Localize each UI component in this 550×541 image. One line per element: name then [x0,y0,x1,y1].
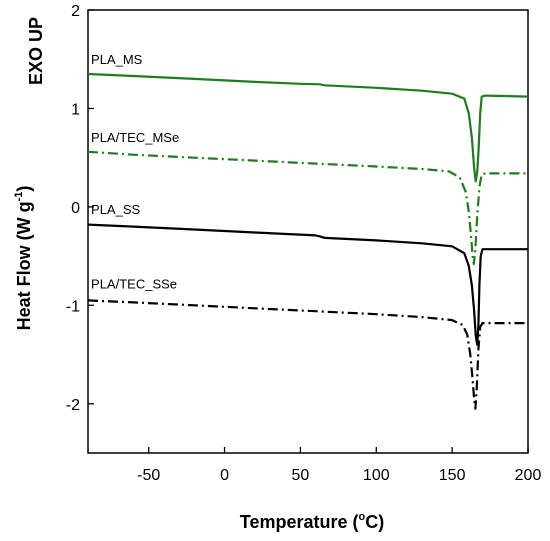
plot-frame [87,9,529,454]
x-axis-title-main: Temperature ( [240,512,359,532]
corner-label: EXO UP [26,17,46,85]
y-tick-label: 1 [71,101,80,118]
y-axis-title-main: Heat Flow (W g [14,201,34,330]
series-line-1 [87,150,528,266]
series-line-3 [87,299,528,410]
x-axis-title-degree: o [358,511,365,523]
series-labels: PLA_MS PLA/TEC_MSe PLA_SS PLA/TEC_SSe [91,52,179,291]
series-line-0 [87,72,529,183]
y-tick-label: 0 [71,200,80,217]
series-line-2 [87,223,528,346]
y-tick-label: -2 [66,397,80,414]
x-axis-title-unit: C) [365,512,384,532]
x-tick-label: 100 [363,467,390,484]
y-tick-label: -1 [66,298,80,315]
series-label-1: PLA/TEC_MSe [91,130,179,145]
y-axis: -2 -1 0 1 2 [66,3,94,414]
y-axis-title-exponent: -1 [13,192,25,202]
x-tick-label: 0 [220,467,229,484]
series-label-3: PLA/TEC_SSe [91,277,177,292]
y-tick-label: 2 [71,3,80,20]
x-tick-label: 50 [292,467,310,484]
y-axis-title: Heat Flow (W g-1) [13,186,34,331]
x-axis-title: Temperature (oC) [240,511,384,532]
y-axis-title-close: ) [14,186,34,192]
series-label-0: PLA_MS [91,52,143,67]
x-tick-label: -50 [137,467,160,484]
x-tick-label: 150 [439,467,466,484]
x-tick-label: 200 [515,467,542,484]
series-label-2: PLA_SS [91,202,140,217]
x-axis: -50 0 50 100 150 200 [137,447,541,484]
series-layer [87,72,529,410]
